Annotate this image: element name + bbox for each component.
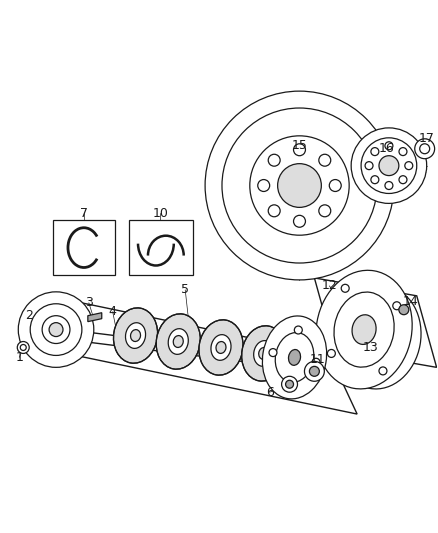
Circle shape xyxy=(399,148,407,156)
Circle shape xyxy=(361,138,417,193)
Text: 13: 13 xyxy=(363,341,379,354)
Circle shape xyxy=(312,358,320,366)
Text: 11: 11 xyxy=(310,353,325,366)
Bar xyxy=(129,220,193,275)
Circle shape xyxy=(205,91,394,280)
Circle shape xyxy=(393,302,401,310)
Circle shape xyxy=(293,215,305,227)
Ellipse shape xyxy=(156,314,200,369)
Circle shape xyxy=(250,136,349,235)
Text: 5: 5 xyxy=(181,284,189,296)
Circle shape xyxy=(319,205,331,217)
Circle shape xyxy=(268,154,280,166)
Circle shape xyxy=(309,366,319,376)
Ellipse shape xyxy=(275,333,314,382)
Ellipse shape xyxy=(254,341,274,366)
Text: 14: 14 xyxy=(403,295,419,308)
Ellipse shape xyxy=(352,315,376,344)
Circle shape xyxy=(420,144,430,154)
Text: 10: 10 xyxy=(152,207,168,220)
Text: 17: 17 xyxy=(419,132,434,146)
Circle shape xyxy=(268,205,280,217)
Circle shape xyxy=(351,128,427,204)
Polygon shape xyxy=(43,295,357,414)
Text: 6: 6 xyxy=(266,386,274,399)
Bar xyxy=(53,220,115,275)
Ellipse shape xyxy=(316,270,412,389)
Circle shape xyxy=(399,176,407,184)
Circle shape xyxy=(341,284,349,292)
Circle shape xyxy=(18,292,94,367)
Circle shape xyxy=(319,154,331,166)
Polygon shape xyxy=(314,278,437,367)
Circle shape xyxy=(385,182,393,190)
Circle shape xyxy=(287,381,295,389)
Ellipse shape xyxy=(131,329,141,342)
Circle shape xyxy=(286,380,293,388)
Ellipse shape xyxy=(168,329,188,354)
Circle shape xyxy=(49,322,63,336)
Ellipse shape xyxy=(173,336,183,348)
Ellipse shape xyxy=(337,286,421,389)
Circle shape xyxy=(365,161,373,169)
Circle shape xyxy=(379,367,387,375)
Circle shape xyxy=(405,161,413,169)
Circle shape xyxy=(415,139,434,159)
Circle shape xyxy=(371,148,379,156)
Text: 2: 2 xyxy=(25,309,33,322)
Ellipse shape xyxy=(113,308,158,363)
Ellipse shape xyxy=(242,326,286,381)
Ellipse shape xyxy=(216,342,226,353)
Circle shape xyxy=(17,342,29,353)
Ellipse shape xyxy=(289,350,300,365)
Circle shape xyxy=(294,326,302,334)
Circle shape xyxy=(269,349,277,357)
Text: 12: 12 xyxy=(321,279,337,293)
Circle shape xyxy=(385,142,393,150)
Circle shape xyxy=(30,304,82,356)
Circle shape xyxy=(258,180,270,191)
Text: 7: 7 xyxy=(80,207,88,220)
Text: 4: 4 xyxy=(109,305,117,318)
Circle shape xyxy=(293,144,305,156)
Ellipse shape xyxy=(199,320,243,375)
Text: 16: 16 xyxy=(379,142,395,155)
Text: 3: 3 xyxy=(85,296,93,309)
Circle shape xyxy=(282,376,297,392)
Circle shape xyxy=(379,156,399,175)
Ellipse shape xyxy=(262,316,327,399)
Circle shape xyxy=(329,180,341,191)
Circle shape xyxy=(222,108,377,263)
Circle shape xyxy=(20,344,26,351)
Ellipse shape xyxy=(211,335,231,360)
Ellipse shape xyxy=(126,322,145,349)
Circle shape xyxy=(327,350,336,358)
Polygon shape xyxy=(88,313,102,321)
Text: 15: 15 xyxy=(292,139,307,152)
Ellipse shape xyxy=(259,348,269,359)
Circle shape xyxy=(278,164,321,207)
Text: 1: 1 xyxy=(15,351,23,364)
Circle shape xyxy=(371,176,379,184)
Circle shape xyxy=(399,305,409,314)
Circle shape xyxy=(304,361,324,381)
Circle shape xyxy=(42,316,70,343)
